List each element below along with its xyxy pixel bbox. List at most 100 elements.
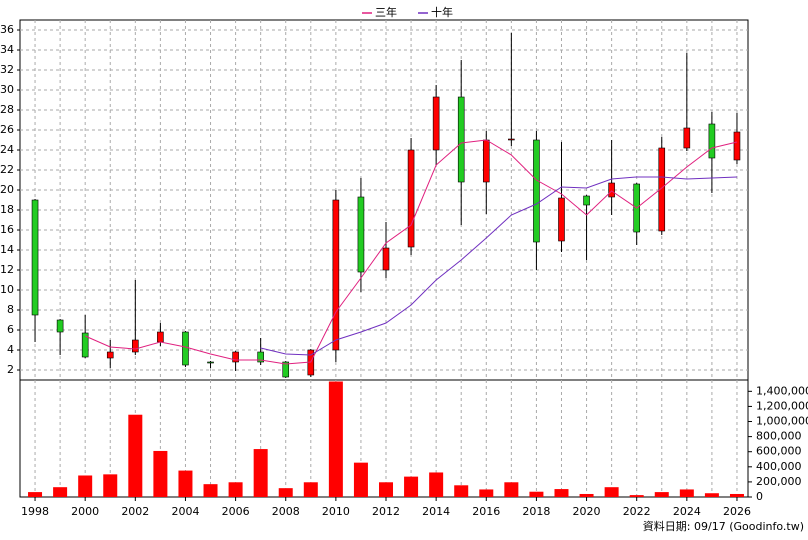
ma-line	[260, 176, 737, 356]
volume-bar	[253, 449, 268, 497]
volume-bar	[604, 487, 619, 497]
y-tick-label: 30	[0, 83, 14, 96]
volume-bar	[278, 488, 293, 497]
y2-tick-label: 800,000	[756, 430, 802, 443]
volume-bar	[128, 414, 143, 497]
y-tick-label: 4	[7, 343, 14, 356]
candle-body	[407, 149, 415, 248]
volume-bar	[479, 489, 494, 497]
volume-bar	[504, 482, 519, 497]
candle-body	[583, 195, 590, 206]
y-tick-label: 24	[0, 143, 14, 156]
x-tick-label: 2002	[121, 505, 149, 518]
candle-body	[432, 96, 440, 151]
candle-body	[182, 331, 189, 366]
volume-bar	[654, 492, 669, 497]
volume-bar	[454, 485, 469, 497]
y2-tick-label: 1,400,000	[756, 384, 808, 397]
volume-bar	[729, 493, 744, 497]
y-tick-label: 32	[0, 63, 14, 76]
volume-bar	[103, 474, 118, 497]
volume-bar	[579, 493, 594, 497]
y-tick-label: 12	[0, 263, 14, 276]
candle-body	[708, 123, 716, 159]
y-tick-label: 10	[0, 283, 14, 296]
volume-bar	[629, 495, 644, 497]
x-tick-label: 2020	[573, 505, 601, 518]
candle-body	[257, 351, 264, 363]
x-tick-label: 2024	[673, 505, 701, 518]
legend-label: 十年	[431, 5, 453, 19]
y2-tick-label: 600,000	[756, 445, 802, 458]
x-tick-label: 2014	[422, 505, 450, 518]
candle-body	[106, 351, 114, 359]
candle-body	[31, 199, 39, 316]
volume-bar	[429, 472, 444, 497]
y2-tick-label: 0	[756, 490, 763, 503]
candle-body	[207, 361, 214, 364]
y-tick-label: 6	[7, 323, 14, 336]
y2-tick-label: 200,000	[756, 475, 802, 488]
candle-body	[81, 332, 89, 358]
volume-bar	[404, 476, 419, 497]
y-tick-label: 8	[7, 303, 14, 316]
candle-body	[282, 361, 290, 378]
x-tick-label: 2000	[71, 505, 99, 518]
volume-bar	[379, 482, 394, 497]
volume-bar	[353, 462, 368, 497]
y-tick-label: 26	[0, 123, 14, 136]
candle-body	[132, 339, 139, 353]
candle-body	[357, 196, 365, 273]
y-tick-label: 22	[0, 163, 14, 176]
candle-body	[332, 199, 340, 351]
candle-body	[658, 147, 666, 232]
y-tick-label: 28	[0, 103, 14, 116]
y-tick-label: 36	[0, 23, 14, 36]
candle-body	[508, 138, 515, 141]
ma-line	[84, 139, 738, 365]
candle-body	[157, 331, 164, 343]
volume-bar	[303, 482, 318, 497]
x-tick-label: 2018	[522, 505, 550, 518]
y2-tick-label: 1,000,000	[756, 415, 808, 428]
candle-body	[56, 319, 64, 333]
legend-label: 三年	[375, 5, 397, 19]
x-tick-label: 1998	[21, 505, 49, 518]
volume-bar	[554, 489, 569, 497]
x-tick-label: 2022	[623, 505, 651, 518]
y-tick-label: 20	[0, 183, 14, 196]
volume-bar	[228, 482, 243, 497]
y2-tick-label: 1,200,000	[756, 399, 808, 412]
candle-body	[482, 139, 490, 183]
y-tick-label: 16	[0, 223, 14, 236]
candle-body	[558, 197, 565, 242]
x-tick-label: 2012	[372, 505, 400, 518]
candle-body	[608, 182, 615, 198]
volume-bar	[704, 493, 719, 497]
y-tick-label: 18	[0, 203, 14, 216]
x-tick-label: 2010	[322, 505, 350, 518]
volume-bar	[203, 484, 218, 497]
volume-bar	[178, 470, 193, 497]
x-tick-label: 2004	[171, 505, 199, 518]
volume-bar	[28, 492, 43, 497]
y-tick-label: 34	[0, 43, 14, 56]
candle-body	[683, 127, 691, 149]
volume-bar	[679, 489, 694, 497]
x-tick-label: 2016	[472, 505, 500, 518]
x-tick-label: 2008	[272, 505, 300, 518]
candle-body	[457, 96, 465, 183]
volume-bar	[153, 450, 168, 497]
candle-body	[733, 131, 741, 161]
candle-body	[533, 139, 540, 243]
y-tick-label: 14	[0, 243, 14, 256]
candle-body	[382, 247, 390, 271]
footer: 資料日期: 09/17 (Goodinfo.tw)	[643, 519, 804, 533]
volume-bar	[78, 475, 93, 497]
volume-bar	[328, 381, 343, 497]
y2-tick-label: 400,000	[756, 460, 802, 473]
x-tick-label: 2026	[723, 505, 751, 518]
volume-bar	[53, 487, 68, 497]
volume-bar	[529, 491, 544, 497]
